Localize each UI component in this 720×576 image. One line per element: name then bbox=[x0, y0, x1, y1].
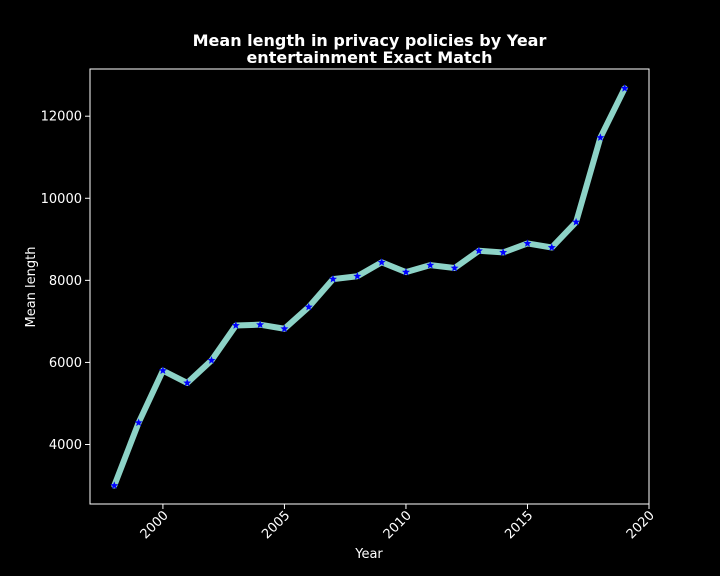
y-tick-label: 12000 bbox=[41, 110, 82, 125]
y-axis-ticks: 4000 6000 8000 10000 12000 bbox=[41, 110, 90, 453]
data-point-star bbox=[329, 274, 338, 283]
data-point-star bbox=[426, 260, 435, 269]
data-point-star bbox=[474, 246, 483, 255]
data-point-star bbox=[231, 321, 240, 329]
y-tick-label: 10000 bbox=[41, 192, 82, 207]
data-point-star bbox=[620, 84, 629, 92]
data-point-star bbox=[280, 324, 289, 333]
data-point-star bbox=[499, 248, 508, 256]
series-markers bbox=[110, 84, 629, 489]
data-point-star bbox=[304, 302, 313, 311]
chart-subtitle: entertainment Exact Match bbox=[246, 48, 492, 67]
data-point-star bbox=[183, 378, 192, 387]
data-point-star bbox=[596, 133, 605, 141]
y-tick-label: 6000 bbox=[49, 356, 82, 371]
y-axis-label: Mean length bbox=[24, 247, 39, 328]
y-tick-label: 8000 bbox=[49, 274, 82, 289]
x-axis-label: Year bbox=[354, 547, 383, 562]
data-point-star bbox=[353, 272, 362, 280]
data-point-star bbox=[377, 258, 386, 266]
data-point-star bbox=[450, 263, 459, 272]
data-point-star bbox=[256, 320, 265, 329]
data-point-star bbox=[207, 356, 216, 364]
data-point-star bbox=[158, 366, 167, 375]
data-point-star bbox=[110, 481, 119, 489]
chart-title: Mean length in privacy policies by Year bbox=[193, 31, 547, 50]
plot-frame bbox=[89, 68, 650, 505]
data-point-star bbox=[547, 243, 556, 251]
data-point-star bbox=[572, 217, 581, 226]
series-line bbox=[111, 85, 628, 489]
y-tick-label: 4000 bbox=[49, 438, 82, 453]
data-point-star bbox=[401, 267, 410, 276]
data-point-star bbox=[523, 239, 532, 247]
data-point-star bbox=[134, 418, 143, 427]
